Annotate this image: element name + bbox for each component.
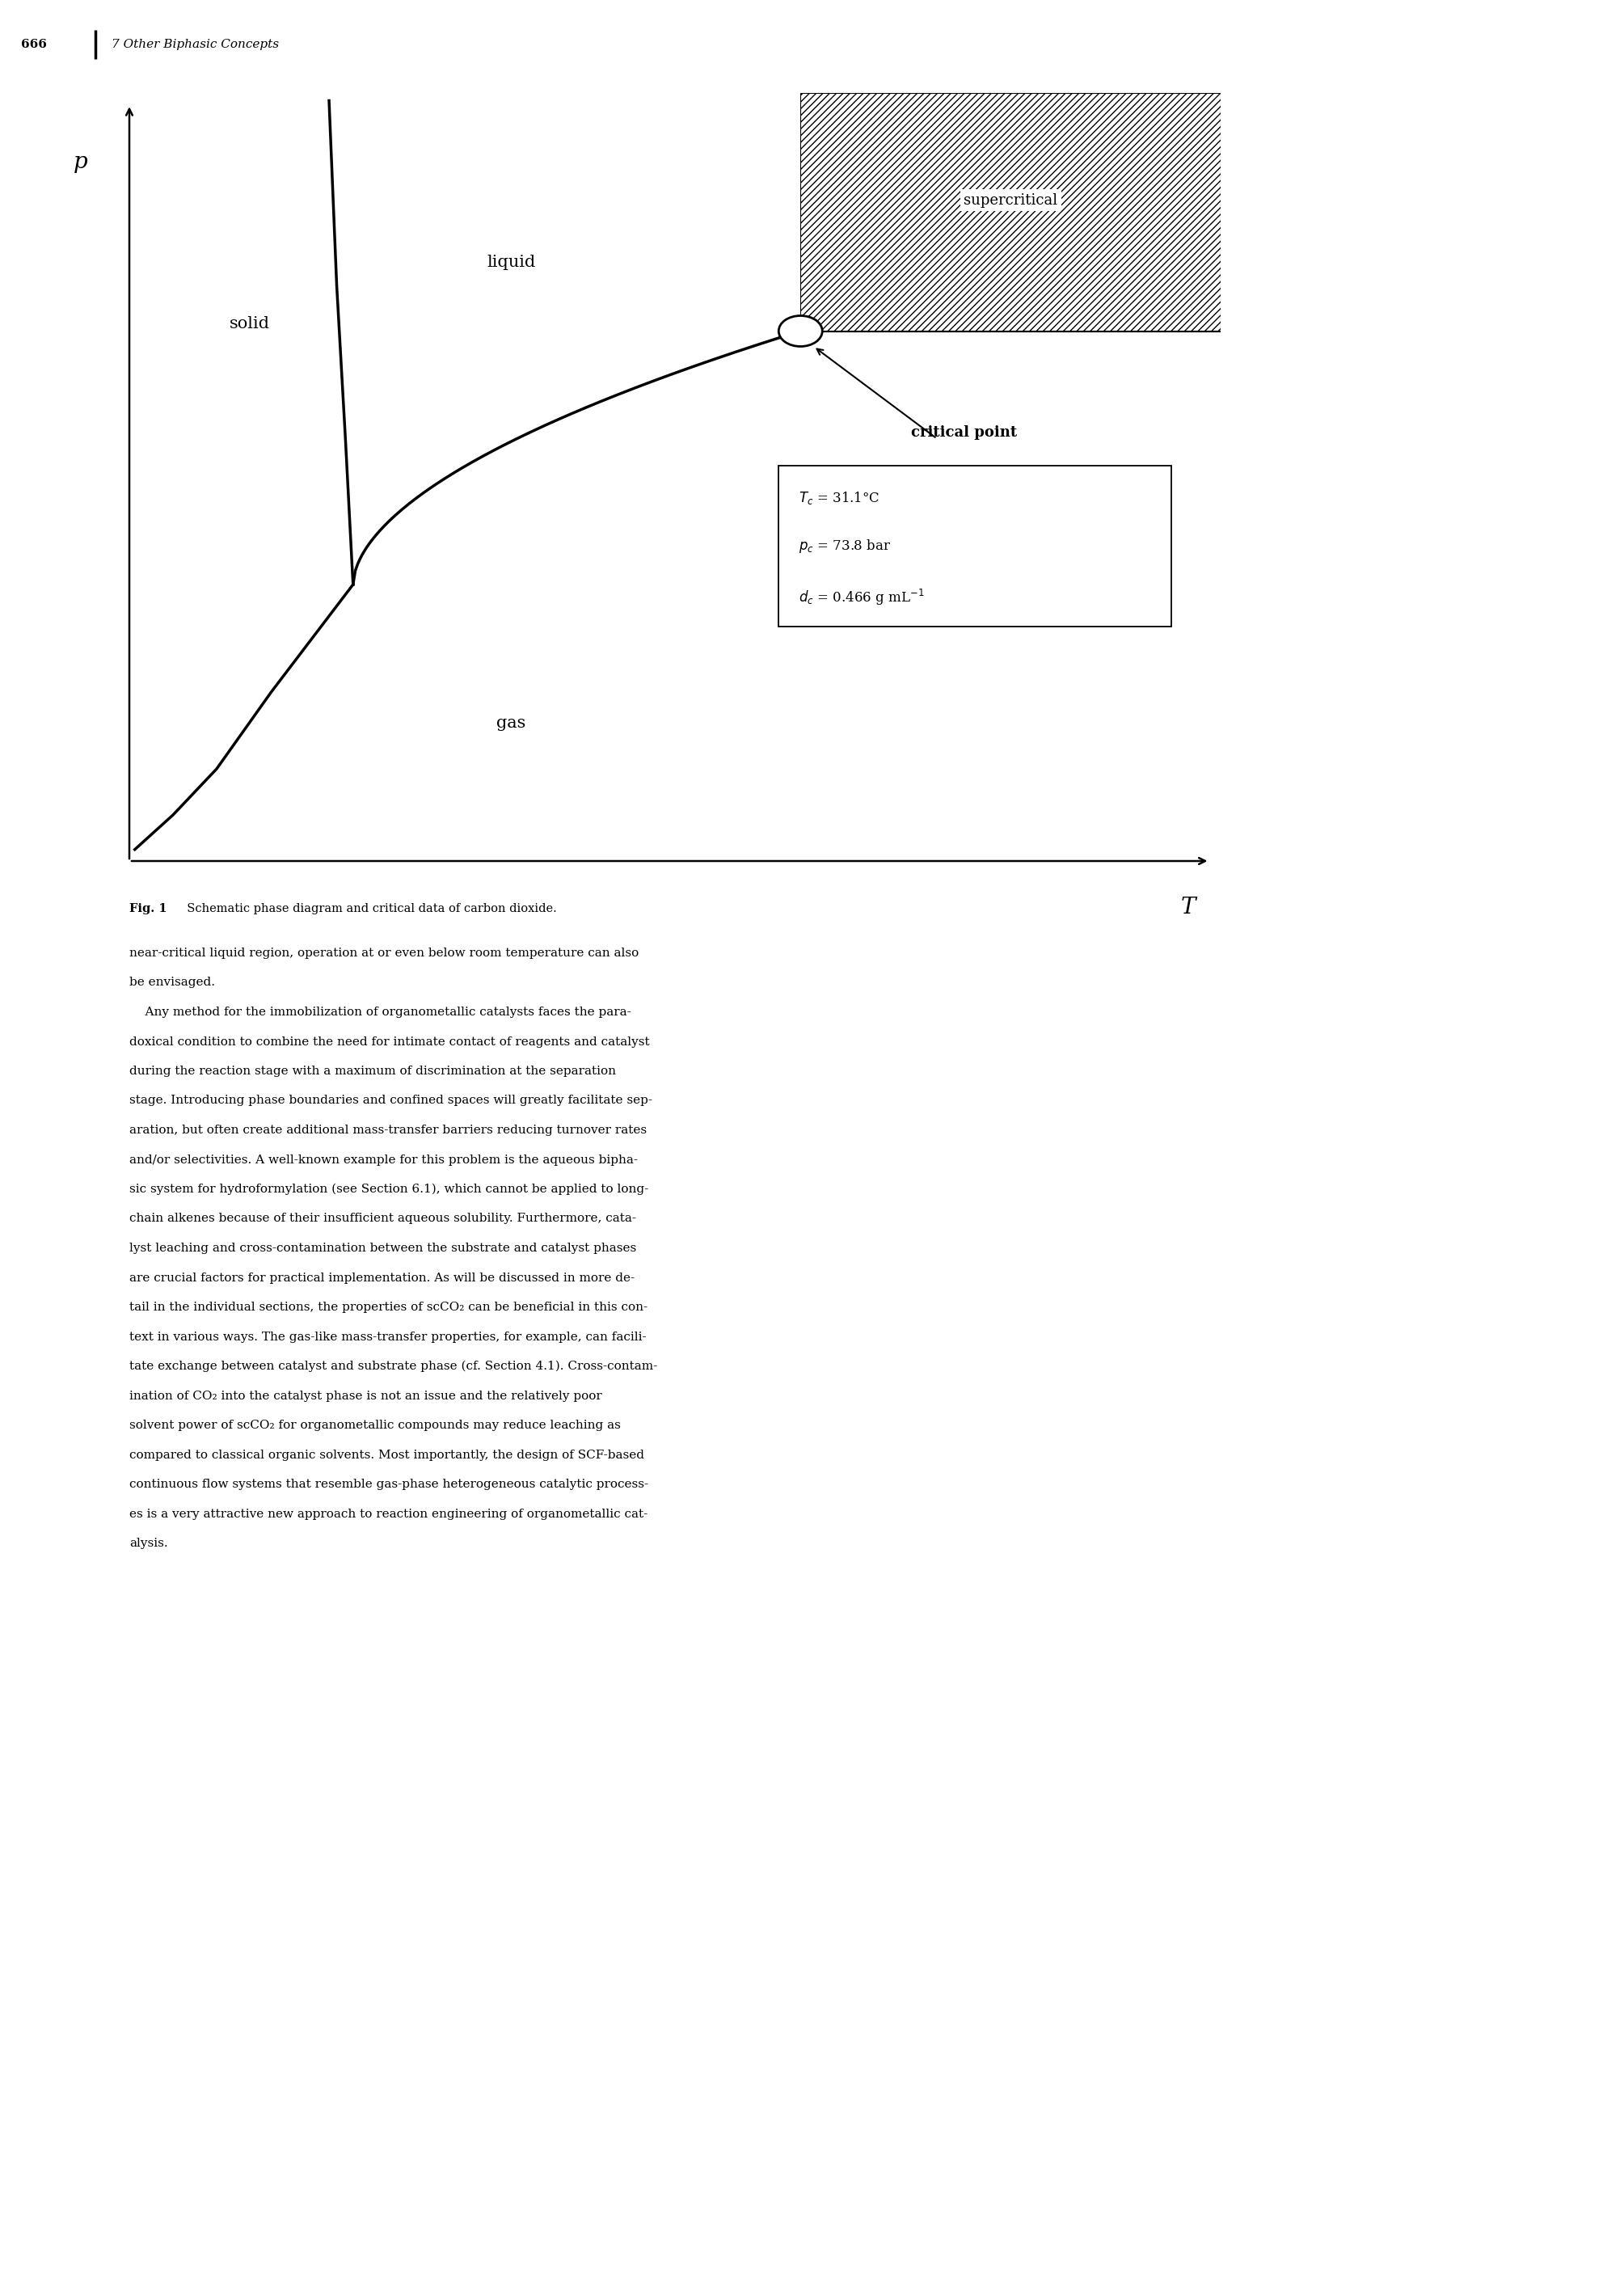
Text: critical point: critical point (911, 426, 1017, 440)
Text: and/or selectivities. A well-known example for this problem is the aqueous bipha: and/or selectivities. A well-known examp… (130, 1155, 638, 1164)
Text: $d_c$ = 0.466 g mL$^{-1}$: $d_c$ = 0.466 g mL$^{-1}$ (799, 587, 924, 607)
Text: aration, but often create additional mass-transfer barriers reducing turnover ra: aration, but often create additional mas… (130, 1125, 646, 1137)
Text: Fig. 1: Fig. 1 (130, 903, 167, 915)
Text: solvent power of scCO₂ for organometallic compounds may reduce leaching as: solvent power of scCO₂ for organometalli… (130, 1419, 620, 1430)
Text: 666: 666 (21, 39, 47, 50)
Text: es is a very attractive new approach to reaction engineering of organometallic c: es is a very attractive new approach to … (130, 1508, 648, 1520)
Text: 7 Other Biphasic Concepts: 7 Other Biphasic Concepts (112, 39, 279, 50)
Text: be envisaged.: be envisaged. (130, 976, 214, 988)
Text: tail in the individual sections, the properties of scCO₂ can be beneficial in th: tail in the individual sections, the pro… (130, 1302, 648, 1313)
Text: lyst leaching and cross-contamination between the substrate and catalyst phases: lyst leaching and cross-contamination be… (130, 1242, 637, 1254)
Bar (801, 94, 1221, 330)
Bar (778, 465, 1171, 626)
Text: alysis.: alysis. (130, 1538, 167, 1549)
Text: during the reaction stage with a maximum of discrimination at the separation: during the reaction stage with a maximum… (130, 1066, 615, 1077)
Text: are crucial factors for practical implementation. As will be discussed in more d: are crucial factors for practical implem… (130, 1272, 635, 1284)
Text: T: T (1181, 896, 1195, 919)
Text: near-critical liquid region, operation at or even below room temperature can als: near-critical liquid region, operation a… (130, 947, 638, 958)
Text: doxical condition to combine the need for intimate contact of reagents and catal: doxical condition to combine the need fo… (130, 1036, 650, 1047)
Text: p: p (73, 151, 88, 172)
Circle shape (778, 316, 822, 346)
Text: stage. Introducing phase boundaries and confined spaces will greatly facilitate : stage. Introducing phase boundaries and … (130, 1096, 653, 1107)
Text: compared to classical organic solvents. Most importantly, the design of SCF-base: compared to classical organic solvents. … (130, 1449, 645, 1460)
Text: ination of CO₂ into the catalyst phase is not an issue and the relatively poor: ination of CO₂ into the catalyst phase i… (130, 1391, 603, 1400)
Text: text in various ways. The gas-like mass-transfer properties, for example, can fa: text in various ways. The gas-like mass-… (130, 1332, 646, 1343)
Text: solid: solid (229, 316, 270, 330)
Text: $T_c$ = 31.1°C: $T_c$ = 31.1°C (799, 490, 880, 507)
Text: tate exchange between catalyst and substrate phase (cf. Section 4.1). Cross-cont: tate exchange between catalyst and subst… (130, 1361, 658, 1373)
Text: gas: gas (497, 715, 526, 731)
Text: chain alkenes because of their insufficient aqueous solubility. Furthermore, cat: chain alkenes because of their insuffici… (130, 1212, 637, 1224)
Text: supercritical: supercritical (963, 193, 1057, 206)
Text: liquid: liquid (487, 254, 536, 270)
Text: sic system for hydroformylation (see Section 6.1), which cannot be applied to lo: sic system for hydroformylation (see Sec… (130, 1183, 648, 1194)
Text: continuous flow systems that resemble gas-phase heterogeneous catalytic process-: continuous flow systems that resemble ga… (130, 1478, 648, 1490)
Text: Any method for the immobilization of organometallic catalysts faces the para-: Any method for the immobilization of org… (130, 1006, 632, 1018)
Text: Schematic phase diagram and critical data of carbon dioxide.: Schematic phase diagram and critical dat… (180, 903, 557, 915)
Text: $p_c$ = 73.8 bar: $p_c$ = 73.8 bar (799, 539, 890, 555)
